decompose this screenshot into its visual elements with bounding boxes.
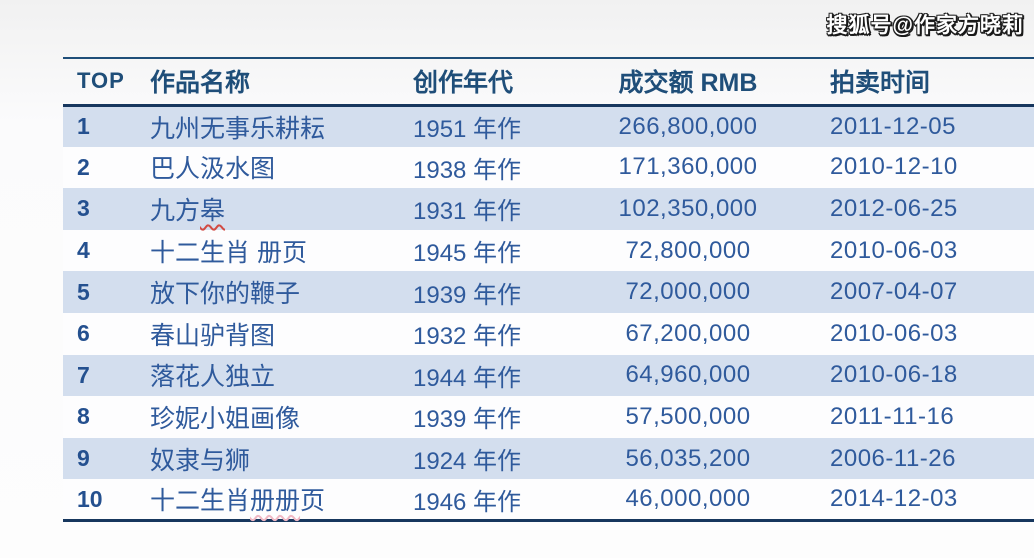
artwork-name: 珍妮小姐画像 xyxy=(150,404,301,433)
header-cell-year: 创作年代 xyxy=(413,69,514,98)
table-row: 3 九方皋 1931 年作 102,350,000 2012-06-25 xyxy=(63,188,1034,230)
rank-cell: 5 xyxy=(77,278,90,305)
amount-cell: 56,035,200 xyxy=(625,444,751,472)
artwork-name: 九州无事乐耕耘 xyxy=(150,114,326,143)
artwork-name: 十二生肖 xyxy=(150,487,251,516)
amount-cell: 102,350,000 xyxy=(618,194,758,222)
year-cell: 1938 年作 xyxy=(413,156,522,184)
date-cell: 2010-06-18 xyxy=(830,361,958,389)
rank-cell: 9 xyxy=(77,445,90,472)
amount-cell: 72,800,000 xyxy=(625,236,751,264)
table-row: 2 巴人汲水图 1938 年作 171,360,000 2010-12-10 xyxy=(63,146,1034,189)
year-cell: 1931 年作 xyxy=(413,198,522,226)
date-cell: 2011-11-16 xyxy=(830,402,955,430)
amount-cell: 171,360,000 xyxy=(618,153,758,181)
artwork-name: 巴人汲水图 xyxy=(150,155,276,184)
rank-cell: 4 xyxy=(77,237,90,264)
table-row: 5 放下你的鞭子 1939 年作 72,000,000 2007-04-07 xyxy=(63,271,1034,313)
rank-cell: 6 xyxy=(77,320,90,347)
rank-cell: 2 xyxy=(77,153,90,180)
header-cell-amount: 成交额 RMB xyxy=(618,69,758,98)
date-cell: 2014-12-03 xyxy=(830,485,958,513)
header-cell-date: 拍卖时间 xyxy=(830,69,931,98)
name-cell: 九方皋 xyxy=(140,188,402,230)
amount-cell: 67,200,000 xyxy=(625,319,751,347)
misspell-underline: 册册 xyxy=(250,487,301,516)
table-row: 1 九州无事乐耕耘 1951 年作 266,800,000 2011-12-05 xyxy=(63,105,1034,147)
artwork-name-suffix: 页 xyxy=(300,487,326,516)
amount-cell: 46,000,000 xyxy=(625,485,751,513)
year-cell: 1924 年作 xyxy=(413,448,522,476)
name-cell: 春山驴背图 xyxy=(140,313,402,355)
header-cell-top: TOP xyxy=(77,68,125,94)
name-cell: 十二生肖 册页 xyxy=(140,230,402,272)
rank-cell: 8 xyxy=(77,403,90,430)
misspell-underline: 皋 xyxy=(200,196,226,225)
name-cell: 十二生肖册册页 xyxy=(140,479,402,521)
table-header-row: TOP 作品名称 创作年代 成交额 RMB 拍卖时间 xyxy=(63,58,1034,105)
name-cell: 奴隶与狮 xyxy=(140,438,402,480)
rank-cell: 3 xyxy=(77,195,90,222)
rank-cell: 1 xyxy=(77,113,90,140)
artwork-name: 落花人独立 xyxy=(150,363,276,392)
year-cell: 1932 年作 xyxy=(413,323,522,351)
table-row: 9 奴隶与狮 1924 年作 56,035,200 2006-11-26 xyxy=(63,437,1034,480)
artwork-name: 奴隶与狮 xyxy=(150,446,251,475)
artwork-name: 春山驴背图 xyxy=(150,321,276,350)
year-cell: 1951 年作 xyxy=(413,116,522,144)
artwork-name: 九方 xyxy=(150,196,201,225)
table-row: 7 落花人独立 1944 年作 64,960,000 2010-06-18 xyxy=(63,354,1034,397)
artwork-name: 放下你的鞭子 xyxy=(150,280,301,309)
date-cell: 2010-06-03 xyxy=(830,319,958,347)
header-cell-name: 作品名称 xyxy=(150,69,251,98)
name-cell: 落花人独立 xyxy=(140,355,402,397)
name-cell: 九州无事乐耕耘 xyxy=(140,105,402,147)
table-header: TOP 作品名称 创作年代 成交额 RMB 拍卖时间 xyxy=(63,58,1034,105)
table-row: 8 珍妮小姐画像 1939 年作 57,500,000 2011-11-16 xyxy=(63,396,1034,438)
year-cell: 1939 年作 xyxy=(413,406,522,434)
date-cell: 2007-04-07 xyxy=(830,278,958,306)
date-cell: 2010-06-03 xyxy=(830,236,958,264)
date-cell: 2011-12-05 xyxy=(830,112,956,140)
table-body: 1 九州无事乐耕耘 1951 年作 266,800,000 2011-12-05… xyxy=(63,105,1034,521)
date-cell: 2006-11-26 xyxy=(830,444,956,472)
table-row: 4 十二生肖 册页 1945 年作 72,800,000 2010-06-03 xyxy=(63,229,1034,272)
table-row: 6 春山驴背图 1932 年作 67,200,000 2010-06-03 xyxy=(63,312,1034,355)
rank-cell: 10 xyxy=(77,485,103,512)
artwork-name: 十二生肖 册页 xyxy=(150,238,307,267)
name-cell: 珍妮小姐画像 xyxy=(140,396,402,438)
amount-cell: 57,500,000 xyxy=(625,402,751,430)
year-cell: 1944 年作 xyxy=(413,364,522,392)
rank-cell: 7 xyxy=(77,361,90,388)
amount-cell: 266,800,000 xyxy=(618,112,758,140)
amount-cell: 72,000,000 xyxy=(625,278,751,306)
date-cell: 2010-12-10 xyxy=(830,153,958,181)
table-row: 10 十二生肖册册页 1946 年作 46,000,000 2014-12-03 xyxy=(63,479,1034,521)
year-cell: 1939 年作 xyxy=(413,281,522,309)
name-cell: 巴人汲水图 xyxy=(140,147,402,189)
amount-cell: 64,960,000 xyxy=(625,361,751,389)
sohu-watermark: 搜狐号@作家方晓莉 xyxy=(826,14,1024,37)
year-cell: 1946 年作 xyxy=(413,488,522,516)
date-cell: 2012-06-25 xyxy=(830,194,958,222)
auction-top10-table: TOP 作品名称 创作年代 成交额 RMB 拍卖时间 1 九州无事乐耕耘 195… xyxy=(63,57,1034,523)
name-cell: 放下你的鞭子 xyxy=(140,271,402,313)
year-cell: 1945 年作 xyxy=(413,240,522,268)
